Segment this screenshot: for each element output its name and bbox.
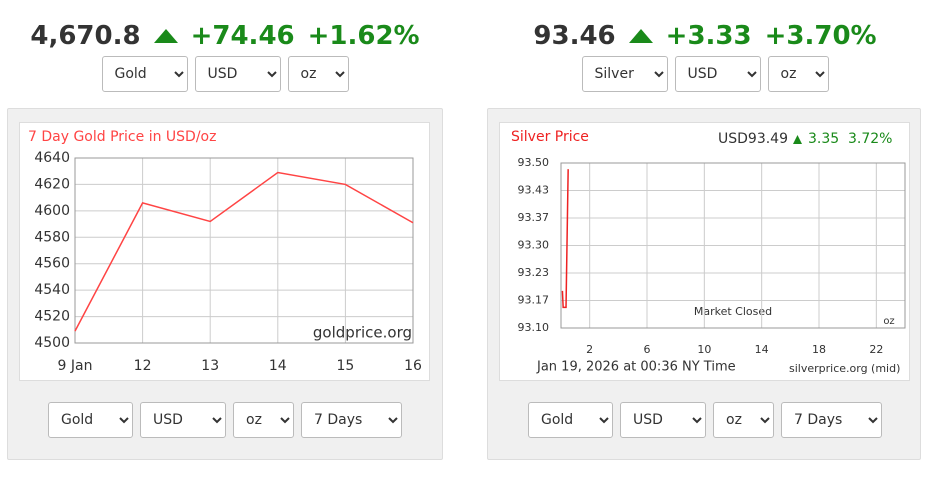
x-tick-label: 14 [269, 358, 287, 374]
timestamp: Jan 19, 2026 at 00:36 NY Time [536, 360, 736, 375]
chart-title: 7 Day Gold Price in USD/oz [28, 129, 216, 145]
y-tick-label: 4580 [34, 229, 70, 245]
plot-frame [560, 162, 906, 329]
metal-select[interactable]: Gold [48, 402, 133, 438]
y-tick-label: 4540 [34, 282, 70, 298]
source: silverprice.org (mid) [789, 362, 900, 375]
currency-select[interactable]: USD [674, 56, 761, 92]
x-tick-label: 18 [812, 343, 826, 356]
chart-title: Silver Price [511, 129, 589, 145]
metal-select[interactable]: Gold [101, 56, 188, 92]
y-tick-label: 4620 [34, 176, 70, 192]
y-tick-label: 93.30 [518, 239, 550, 252]
x-tick-label: 13 [201, 358, 219, 374]
silver-change: +3.33 [665, 21, 752, 51]
metal-select[interactable]: Silver [581, 56, 668, 92]
y-tick-label: 4560 [34, 256, 70, 272]
y-tick-label: 93.23 [518, 266, 550, 279]
y-tick-label: 93.43 [518, 184, 550, 197]
y-tick-label: 93.50 [518, 156, 550, 169]
silver-selects: Silver USD oz [480, 56, 930, 92]
y-tick-label: 93.17 [518, 293, 550, 306]
up-icon [628, 29, 653, 43]
x-tick-label: 16 [404, 358, 422, 374]
unit-select[interactable]: oz [767, 56, 829, 92]
metal-select[interactable]: Gold [528, 402, 613, 438]
silver-chart: Silver Price USD93.49 3.35 3.72% Market … [499, 122, 910, 381]
y-tick-label: 93.37 [518, 211, 550, 224]
x-tick-label: 9 Jan [58, 358, 93, 374]
y-tick-label: 4640 [34, 150, 70, 166]
unit-select[interactable]: oz [233, 402, 294, 438]
x-tick-label: 15 [336, 358, 354, 374]
currency-select[interactable]: USD [620, 402, 706, 438]
period-select[interactable]: 7 Days [301, 402, 402, 438]
silver-header: 93.46 +3.33 +3.70% [480, 18, 930, 54]
gold-header: 4,670.8 +74.46 +1.62% [0, 18, 450, 54]
x-tick-label: 10 [697, 343, 711, 356]
gold-percent: +1.62% [307, 21, 420, 51]
unit-select[interactable]: oz [713, 402, 774, 438]
x-tick-label: 22 [869, 343, 883, 356]
gold-chart: 7 Day Gold Price in USD/oz goldprice.org… [19, 122, 430, 381]
watermark: goldprice.org [313, 324, 412, 342]
x-tick-label: 2 [586, 343, 593, 356]
gold-price: 4,670.8 [30, 21, 141, 51]
silver-percent: +3.70% [764, 21, 877, 51]
up-icon [153, 29, 178, 43]
y-tick-label: 4500 [34, 335, 70, 351]
y-tick-label: 4520 [34, 309, 70, 325]
annotation: Market Closed [694, 305, 772, 318]
silver-controls: Gold USD oz 7 Days [480, 402, 930, 438]
quote: USD93.49 [718, 131, 788, 147]
x-tick-label: 12 [134, 358, 152, 374]
period-select[interactable]: 7 Days [781, 402, 882, 438]
x-tick-label: 6 [644, 343, 651, 356]
unit-label: oz [883, 316, 894, 327]
y-tick-label: 4600 [34, 203, 70, 219]
gold-selects: Gold USD oz [0, 56, 450, 92]
currency-select[interactable]: USD [140, 402, 226, 438]
plot-frame [74, 157, 414, 344]
quote-change: 3.35 [808, 131, 839, 147]
y-tick-label: 93.10 [518, 321, 550, 334]
up-icon [793, 135, 802, 144]
price-line [561, 169, 569, 309]
price-line [74, 171, 414, 332]
gold-change: +74.46 [190, 21, 295, 51]
currency-select[interactable]: USD [194, 56, 281, 92]
x-tick-label: 14 [755, 343, 769, 356]
silver-price: 93.46 [533, 21, 616, 51]
quote-percent: 3.72% [848, 131, 892, 147]
gold-controls: Gold USD oz 7 Days [0, 402, 450, 438]
unit-select[interactable]: oz [287, 56, 349, 92]
